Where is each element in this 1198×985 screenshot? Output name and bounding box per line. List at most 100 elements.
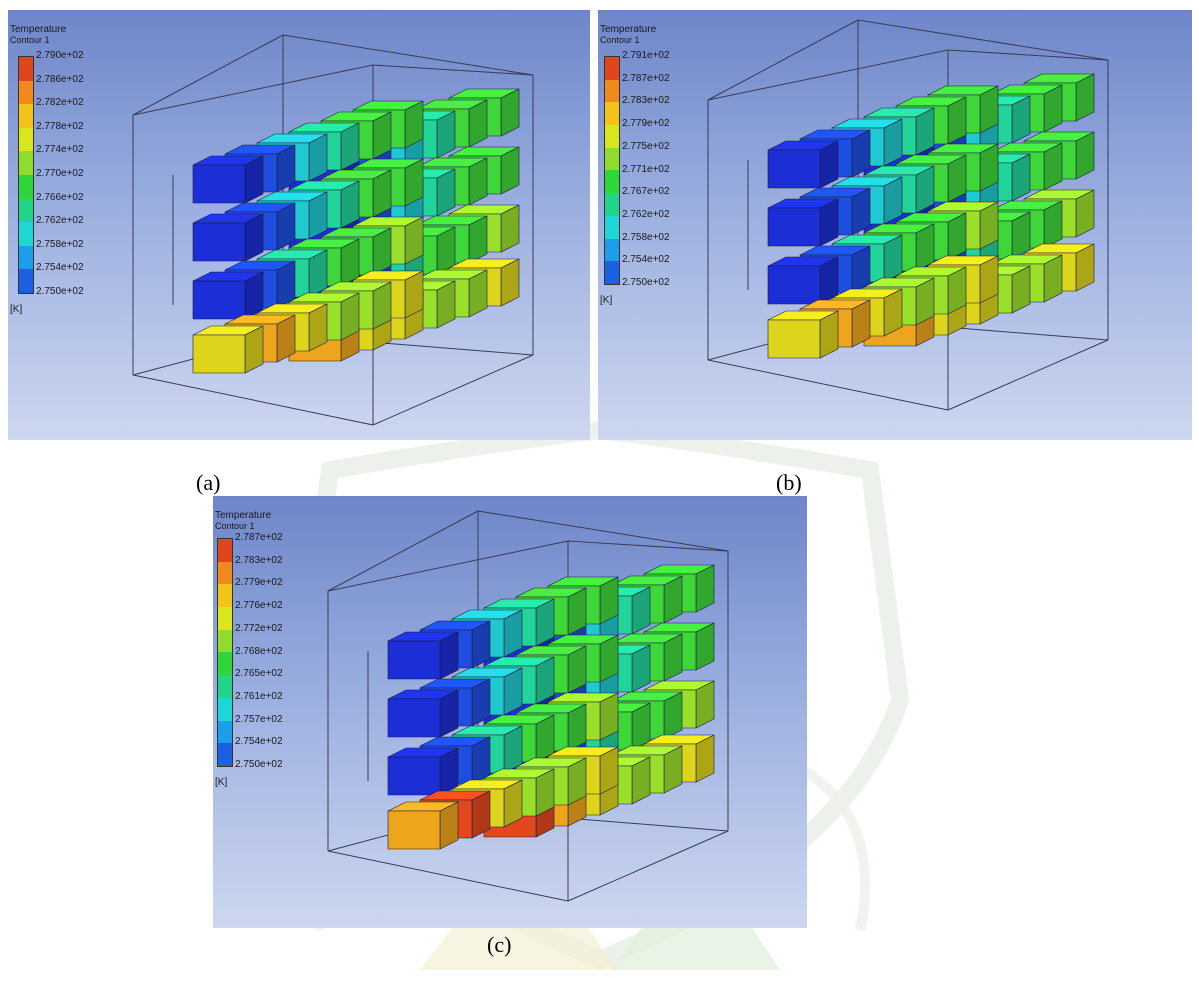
colorbar-segment: [19, 127, 33, 152]
domain-edge: [132, 374, 374, 426]
colorbar-segment: [605, 193, 619, 216]
colorbar: [217, 538, 233, 767]
legend-level: 2.770e+02: [36, 168, 84, 179]
legend-title: Temperature: [10, 24, 67, 35]
colorbar-segment: [605, 79, 619, 103]
colorbar-segment: [218, 584, 232, 608]
cube-front: [767, 265, 821, 305]
legend-level: 2.754e+02: [36, 262, 84, 274]
domain-edge: [327, 510, 479, 592]
domain-edge: [947, 339, 1109, 411]
legend-level: 2.762e+02: [36, 215, 84, 227]
domain-edge: [477, 510, 729, 552]
legend-level: 2.779e+02: [235, 577, 283, 589]
domain-edge: [707, 19, 859, 101]
colorbar-segment: [218, 697, 232, 721]
legend-level: 2.786e+02: [36, 73, 84, 85]
legend-level: 2.772e+02: [235, 622, 283, 634]
legend-level: 2.791e+02: [622, 50, 670, 61]
legend-level: 2.779e+02: [622, 118, 670, 130]
domain-edge: [282, 34, 534, 76]
legend-level: 2.750e+02: [36, 286, 84, 297]
domain-edge: [372, 354, 534, 426]
legend-level: 2.790e+02: [36, 50, 84, 61]
cube-scene-b: [707, 19, 1109, 411]
cube-front: [387, 698, 441, 738]
legend-subtitle: Contour 1: [10, 35, 50, 45]
legend-level: 2.750e+02: [235, 759, 283, 770]
legend-level: 2.787e+02: [235, 532, 283, 543]
legend-level: 2.750e+02: [622, 277, 670, 288]
contour-panel-c: Temperature Contour 1 2.787e+02 2.783e+02 2.…: [213, 496, 807, 928]
cube-front: [387, 756, 441, 796]
colorbar-segment: [605, 261, 619, 284]
legend-level: 2.771e+02: [622, 163, 670, 175]
colorbar-segment: [605, 125, 619, 148]
contour-panel-a: Temperature Contour 1 2.790e+02 2.786e+02 2.…: [8, 10, 590, 440]
caption-a: (a): [196, 470, 221, 495]
colorbar-segment: [218, 539, 232, 562]
caption-c: (c): [487, 932, 512, 957]
cube-front: [192, 164, 246, 204]
colorbar-segment: [218, 743, 232, 766]
colorbar-segment: [19, 245, 33, 270]
legend-level: 2.754e+02: [622, 254, 670, 266]
colorbar-segment: [19, 269, 33, 293]
colorbar: [18, 56, 34, 294]
legend-level: 2.762e+02: [622, 208, 670, 220]
colorbar-segment: [605, 57, 619, 80]
legend-unit: [K]: [215, 777, 228, 788]
legend-unit: [K]: [600, 295, 613, 306]
colorbar-segment: [605, 170, 619, 194]
colorbar-segment: [19, 104, 33, 128]
cube-scene-c: [327, 510, 729, 902]
colorbar-segment: [19, 57, 33, 81]
cube-front: [387, 810, 441, 850]
colorbar-segment: [19, 174, 33, 199]
domain-edge: [327, 850, 569, 902]
legend-level: 2.783e+02: [235, 554, 283, 566]
domain-edge: [567, 540, 729, 552]
cube-front: [192, 222, 246, 262]
domain-edge: [707, 359, 949, 411]
legend-level: 2.778e+02: [36, 120, 84, 132]
cube-front: [767, 207, 821, 247]
legend-level: 2.783e+02: [622, 95, 670, 107]
legend-level: 2.775e+02: [622, 140, 670, 152]
legend-level: 2.754e+02: [235, 736, 283, 748]
legend-level: 2.761e+02: [235, 690, 283, 702]
legend-level: 2.774e+02: [36, 144, 84, 156]
colorbar-segment: [218, 561, 232, 585]
legend-level: 2.776e+02: [235, 600, 283, 612]
legend-level: 2.765e+02: [235, 668, 283, 680]
legend-level: 2.758e+02: [622, 231, 670, 243]
legend-level: 2.766e+02: [36, 191, 84, 203]
cube-scene-a: [132, 34, 534, 426]
colorbar-segment: [605, 238, 619, 262]
colorbar-segment: [218, 652, 232, 676]
cube-front: [767, 319, 821, 359]
colorbar-segment: [218, 675, 232, 698]
colorbar: [604, 56, 620, 285]
legend-level: 2.787e+02: [622, 72, 670, 84]
caption-b: (b): [776, 470, 802, 495]
cube-front: [387, 640, 441, 680]
legend-level: 2.768e+02: [235, 645, 283, 657]
cube-front: [767, 149, 821, 189]
legend-level: 2.782e+02: [36, 97, 84, 109]
domain-edge: [947, 49, 1109, 61]
contour-panel-b: Temperature Contour 1 2.791e+02 2.787e+02 2.…: [598, 10, 1192, 440]
legend-title: Temperature: [600, 24, 657, 35]
domain-edge: [707, 49, 949, 101]
colorbar-segment: [218, 629, 232, 653]
legend-level: 2.767e+02: [622, 186, 670, 198]
colorbar-segment: [19, 222, 33, 246]
colorbar-segment: [19, 151, 33, 175]
domain-edge: [372, 64, 534, 76]
colorbar-segment: [19, 80, 33, 105]
colorbar-segment: [605, 147, 619, 171]
legend-level: 2.757e+02: [235, 713, 283, 725]
domain-edge: [567, 830, 729, 902]
domain-edge: [132, 34, 284, 116]
colorbar-segment: [19, 198, 33, 223]
